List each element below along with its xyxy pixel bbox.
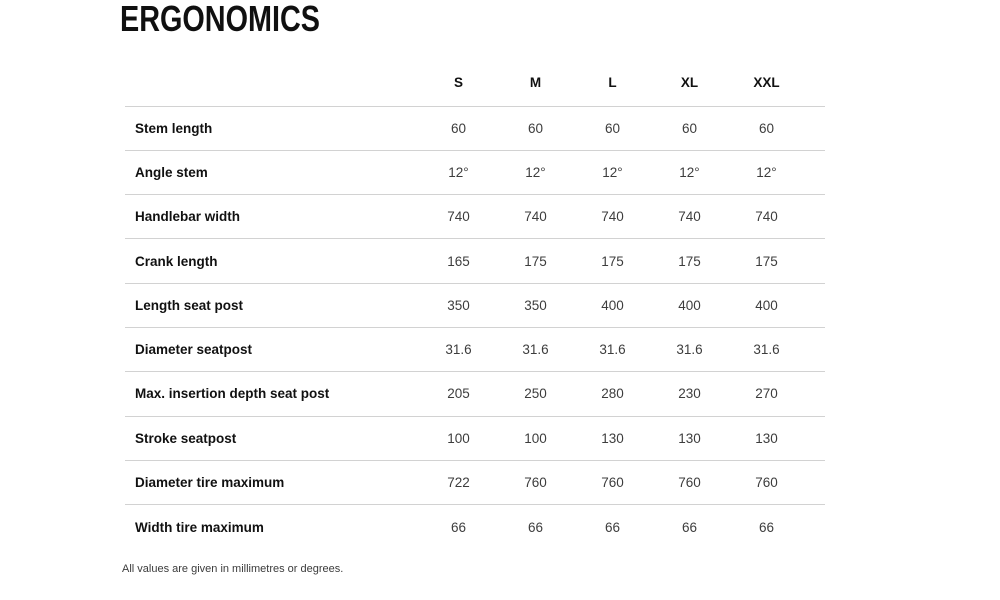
cell-value: 205 (447, 386, 470, 402)
column-header-blank (125, 60, 420, 106)
cell-value: 760 (601, 475, 624, 491)
spec-row-stem-length: Stem length 60 60 60 60 60 (125, 106, 825, 150)
cell-value: 175 (678, 253, 701, 269)
cell-value: 740 (524, 209, 547, 225)
cell-value: 400 (601, 297, 624, 313)
column-header-l: L (608, 75, 617, 91)
column-header-xxl: XXL (753, 75, 780, 91)
cell-value: 66 (681, 519, 698, 535)
cell-value: 400 (755, 297, 778, 313)
spec-row-width-tire-maximum: Width tire maximum 66 66 66 66 66 (125, 504, 825, 549)
cell-value: 280 (601, 386, 624, 402)
cell-value: 100 (524, 430, 547, 446)
row-label: Angle stem (135, 164, 208, 180)
cell-value: 100 (447, 430, 470, 446)
column-header-xl: XL (680, 75, 699, 91)
cell-value: 760 (524, 475, 547, 491)
cell-value: 31.6 (753, 342, 780, 358)
cell-value: 66 (604, 519, 621, 535)
cell-value: 350 (524, 297, 547, 313)
cell-value: 760 (755, 475, 778, 491)
column-header-m: M (529, 75, 542, 91)
spec-row-diameter-tire-maximum: Diameter tire maximum 722 760 760 760 76… (125, 460, 825, 504)
cell-value: 60 (450, 120, 467, 136)
cell-value: 350 (447, 297, 470, 313)
cell-value: 12° (525, 164, 546, 180)
row-label: Max. insertion depth seat post (135, 386, 330, 402)
cell-value: 31.6 (599, 342, 626, 358)
cell-value: 31.6 (445, 342, 472, 358)
cell-value: 12° (679, 164, 700, 180)
cell-value: 31.6 (522, 342, 549, 358)
cell-value: 250 (524, 386, 547, 402)
spec-row-stroke-seatpost: Stroke seatpost 100 100 130 130 130 (125, 416, 825, 460)
cell-value: 130 (601, 430, 624, 446)
cell-value: 230 (678, 386, 701, 402)
cell-value: 60 (604, 120, 621, 136)
cell-value: 66 (527, 519, 544, 535)
table-header-row: S M L XL XXL (125, 60, 825, 106)
spec-row-handlebar-width: Handlebar width 740 740 740 740 740 (125, 194, 825, 239)
cell-value: 270 (755, 386, 778, 402)
row-label: Crank length (135, 253, 218, 269)
cell-value: 175 (601, 253, 624, 269)
row-label: Handlebar width (135, 209, 241, 225)
cell-value: 12° (756, 164, 777, 180)
cell-value: 400 (678, 297, 701, 313)
cell-value: 60 (758, 120, 775, 136)
cell-value: 740 (447, 209, 470, 225)
cell-value: 60 (527, 120, 544, 136)
ergonomics-table: S M L XL XXL Stem length 60 60 60 60 60 … (125, 60, 825, 549)
cell-value: 740 (755, 209, 778, 225)
spec-row-angle-stem: Angle stem 12° 12° 12° 12° 12° (125, 150, 825, 194)
spec-row-diameter-seatpost: Diameter seatpost 31.6 31.6 31.6 31.6 31… (125, 327, 825, 371)
cell-value: 740 (678, 209, 701, 225)
cell-value: 66 (450, 519, 467, 535)
cell-value: 175 (524, 253, 547, 269)
cell-value: 60 (681, 120, 698, 136)
row-label: Diameter tire maximum (135, 475, 285, 491)
cell-value: 760 (678, 475, 701, 491)
spec-row-max-insertion-depth-seat-post: Max. insertion depth seat post 205 250 2… (125, 371, 825, 416)
row-label: Length seat post (135, 297, 244, 313)
column-header-s: S (453, 75, 463, 91)
spec-row-crank-length: Crank length 165 175 175 175 175 (125, 238, 825, 283)
cell-value: 130 (755, 430, 778, 446)
row-label: Diameter seatpost (135, 342, 253, 358)
cell-value: 12° (448, 164, 469, 180)
row-label: Stem length (135, 120, 213, 136)
spec-row-length-seat-post: Length seat post 350 350 400 400 400 (125, 283, 825, 327)
row-label: Width tire maximum (135, 519, 264, 535)
cell-value: 31.6 (676, 342, 703, 358)
footnote: All values are given in millimetres or d… (122, 563, 344, 575)
cell-value: 165 (447, 253, 470, 269)
cell-value: 130 (678, 430, 701, 446)
cell-value: 722 (447, 475, 470, 491)
cell-value: 175 (755, 253, 778, 269)
cell-value: 66 (758, 519, 775, 535)
row-label: Stroke seatpost (135, 430, 237, 446)
page-title: ERGONOMICS (120, 0, 321, 39)
cell-value: 740 (601, 209, 624, 225)
cell-value: 12° (602, 164, 623, 180)
